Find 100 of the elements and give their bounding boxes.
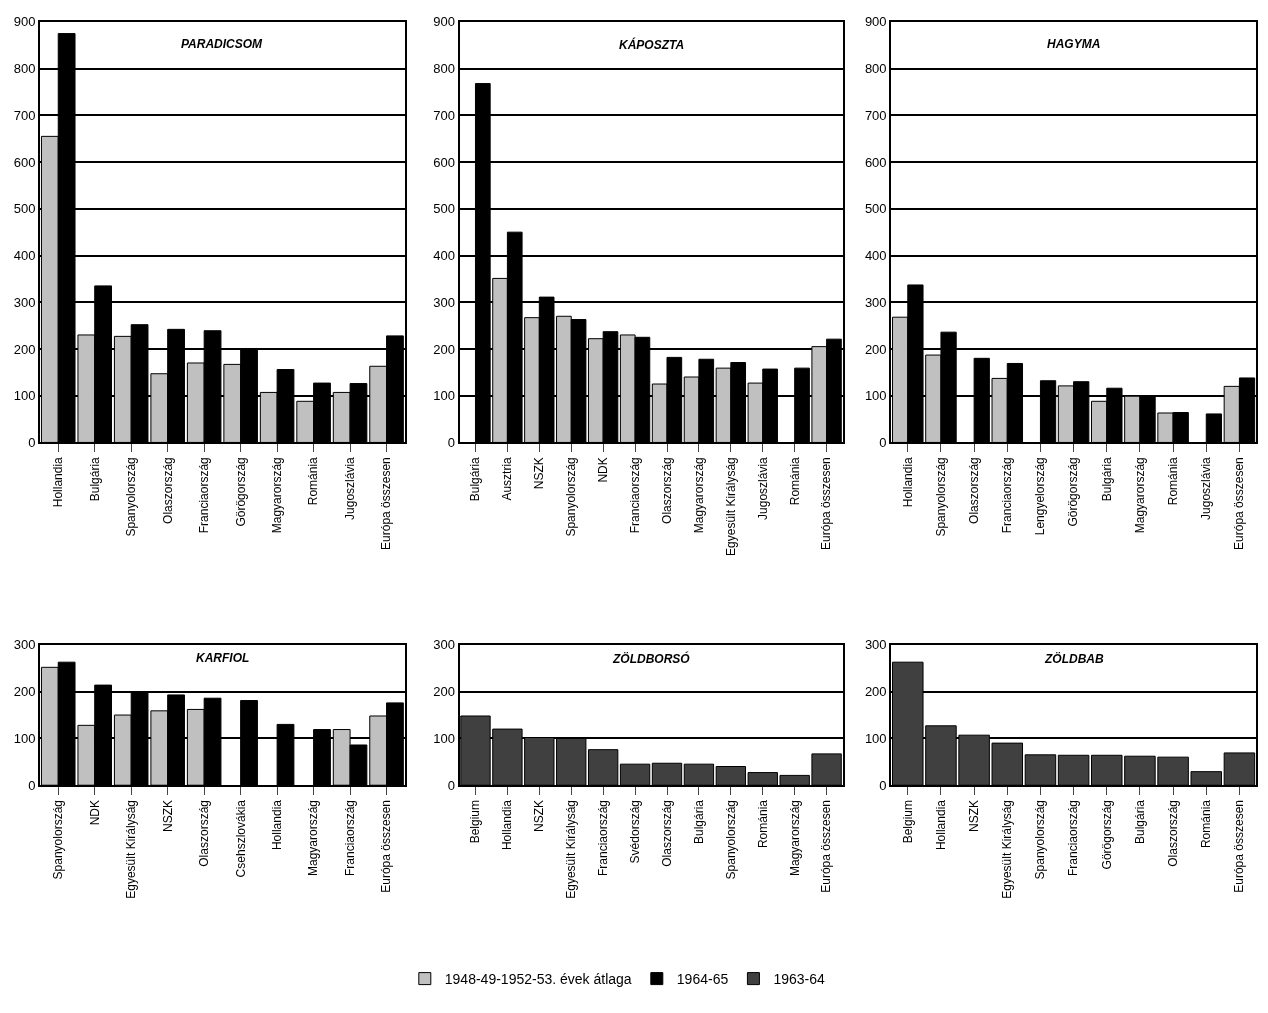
x-tick-label: NSZK bbox=[967, 800, 982, 833]
y-tick-label: 0 bbox=[447, 434, 455, 450]
y-tick-label: 800 bbox=[13, 61, 36, 77]
x-tick-label: Görögország bbox=[1099, 800, 1114, 870]
x-tick-label: NSZK bbox=[532, 800, 547, 833]
y-tick-label: 100 bbox=[864, 730, 887, 746]
x-tick-label: Jugoszlávia bbox=[342, 456, 357, 520]
x-tick-label: Csehszlovákia bbox=[233, 799, 248, 878]
y-tick-label: 0 bbox=[447, 777, 455, 793]
y-tick-label: 900 bbox=[13, 14, 36, 30]
y-tick-label: 400 bbox=[13, 248, 36, 264]
x-tick-label: Spanyolország bbox=[1033, 800, 1048, 880]
x-tick-label: Olaszország bbox=[659, 457, 674, 524]
text: ZÖLDBORSÓ bbox=[612, 651, 691, 666]
x-tick-label: Franciaország bbox=[627, 457, 642, 534]
y-tick-label: 200 bbox=[433, 341, 455, 357]
x-tick-label: Hollandia bbox=[933, 799, 948, 851]
x-tick-label: Franciaország bbox=[1066, 800, 1081, 877]
y-tick-label: 500 bbox=[433, 201, 455, 217]
x-tick-label: Románia bbox=[1165, 456, 1180, 506]
x-tick-label: Olaszország bbox=[197, 800, 212, 867]
x-tick-label: Hollandia bbox=[500, 799, 515, 851]
y-tick-label: 700 bbox=[13, 107, 36, 123]
y-tick-label: 600 bbox=[864, 154, 887, 170]
legend-label: 1964-65 bbox=[676, 971, 729, 988]
x-tick-label: Románia bbox=[1199, 799, 1214, 849]
text: HAGYMA bbox=[1047, 37, 1101, 51]
x-tick-label: Olaszország bbox=[1165, 800, 1180, 867]
x-tick-label: Egyesült Királyság bbox=[723, 457, 738, 556]
x-tick-label: Európa összesen bbox=[379, 457, 394, 550]
y-tick-label: 200 bbox=[864, 341, 887, 357]
x-tick-label: Románia bbox=[787, 456, 802, 506]
x-tick-label: Ausztria bbox=[500, 456, 515, 501]
y-tick-label: 600 bbox=[433, 154, 455, 170]
y-tick-label: 700 bbox=[864, 107, 887, 123]
legend-label: 1948-49-1952-53. évek átlaga bbox=[444, 971, 632, 988]
x-tick-label: Franciaország bbox=[1000, 457, 1015, 534]
y-tick-label: 900 bbox=[433, 14, 455, 30]
y-tick-label: 0 bbox=[28, 434, 36, 450]
y-tick-label: 200 bbox=[13, 684, 36, 700]
y-tick-label: 200 bbox=[13, 341, 36, 357]
x-tick-label: NSZK bbox=[532, 457, 547, 490]
x-tick-label: Bulgária bbox=[468, 456, 483, 502]
y-tick-label: 800 bbox=[864, 61, 887, 77]
x-tick-label: Bulgária bbox=[1132, 799, 1147, 845]
x-tick-label: Spanyolország bbox=[723, 800, 738, 880]
y-tick-label: 300 bbox=[864, 637, 887, 653]
x-tick-label: Spanyolország bbox=[51, 800, 66, 880]
x-tick-label: Olaszország bbox=[160, 457, 175, 524]
x-tick-label: Románia bbox=[306, 456, 321, 506]
x-tick-label: Görögország bbox=[233, 457, 248, 527]
y-tick-label: 200 bbox=[864, 684, 887, 700]
legend-label: 1963-64 bbox=[773, 971, 826, 988]
x-tick-label: Egyesült Királyság bbox=[564, 800, 579, 899]
x-tick-label: Franciaország bbox=[596, 800, 611, 877]
x-tick-label: Magyarország bbox=[691, 457, 706, 534]
x-tick-label: Hollandia bbox=[900, 456, 915, 508]
text: KÁPOSZTA bbox=[619, 37, 685, 52]
x-tick-label: NDK bbox=[87, 800, 102, 826]
x-tick-label: Franciaország bbox=[197, 457, 212, 534]
x-tick-label: Magyarország bbox=[306, 800, 321, 877]
y-tick-label: 0 bbox=[879, 777, 887, 793]
x-tick-label: Olaszország bbox=[659, 800, 674, 867]
x-tick-label: Franciaország bbox=[342, 800, 357, 877]
x-tick-label: Hollandia bbox=[51, 456, 66, 508]
x-tick-label: Bulgária bbox=[87, 456, 102, 502]
text: ZÖLDBAB bbox=[1044, 651, 1104, 666]
y-tick-label: 300 bbox=[864, 294, 887, 310]
x-tick-label: Belgium bbox=[468, 800, 483, 844]
y-tick-label: 100 bbox=[13, 388, 36, 404]
x-tick-label: NSZK bbox=[160, 800, 175, 833]
y-tick-label: 400 bbox=[864, 248, 887, 264]
x-tick-label: Svédország bbox=[627, 800, 642, 864]
x-tick-label: Bulgária bbox=[691, 799, 706, 845]
x-tick-label: Olaszország bbox=[967, 457, 982, 524]
x-tick-label: Magyarország bbox=[270, 457, 285, 534]
x-tick-label: Európa összesen bbox=[379, 800, 394, 893]
text: PARADICSOM bbox=[181, 37, 264, 51]
y-tick-label: 100 bbox=[433, 388, 455, 404]
x-tick-label: Spanyolország bbox=[564, 457, 579, 537]
y-tick-label: 200 bbox=[433, 684, 455, 700]
x-tick-label: Belgium bbox=[900, 800, 915, 844]
y-tick-label: 800 bbox=[433, 61, 455, 77]
y-tick-label: 500 bbox=[864, 201, 887, 217]
y-tick-label: 100 bbox=[864, 388, 887, 404]
x-tick-label: Egyesült Királyság bbox=[124, 800, 139, 899]
y-tick-label: 300 bbox=[13, 294, 36, 310]
x-tick-label: Lengyelország bbox=[1033, 457, 1048, 536]
text: KARFIOL bbox=[196, 651, 250, 665]
x-tick-label: Bulgária bbox=[1099, 456, 1114, 502]
y-tick-label: 300 bbox=[13, 637, 36, 653]
y-tick-label: 100 bbox=[433, 730, 455, 746]
x-tick-label: Románia bbox=[755, 799, 770, 849]
x-tick-label: Hollandia bbox=[270, 799, 285, 851]
y-tick-label: 0 bbox=[28, 777, 36, 793]
x-tick-label: Egyesült Királyság bbox=[1000, 800, 1015, 899]
x-tick-label: Európa összesen bbox=[1232, 457, 1247, 550]
y-tick-label: 700 bbox=[433, 107, 455, 123]
y-tick-label: 100 bbox=[13, 730, 36, 746]
x-tick-label: Európa összesen bbox=[1232, 800, 1247, 893]
